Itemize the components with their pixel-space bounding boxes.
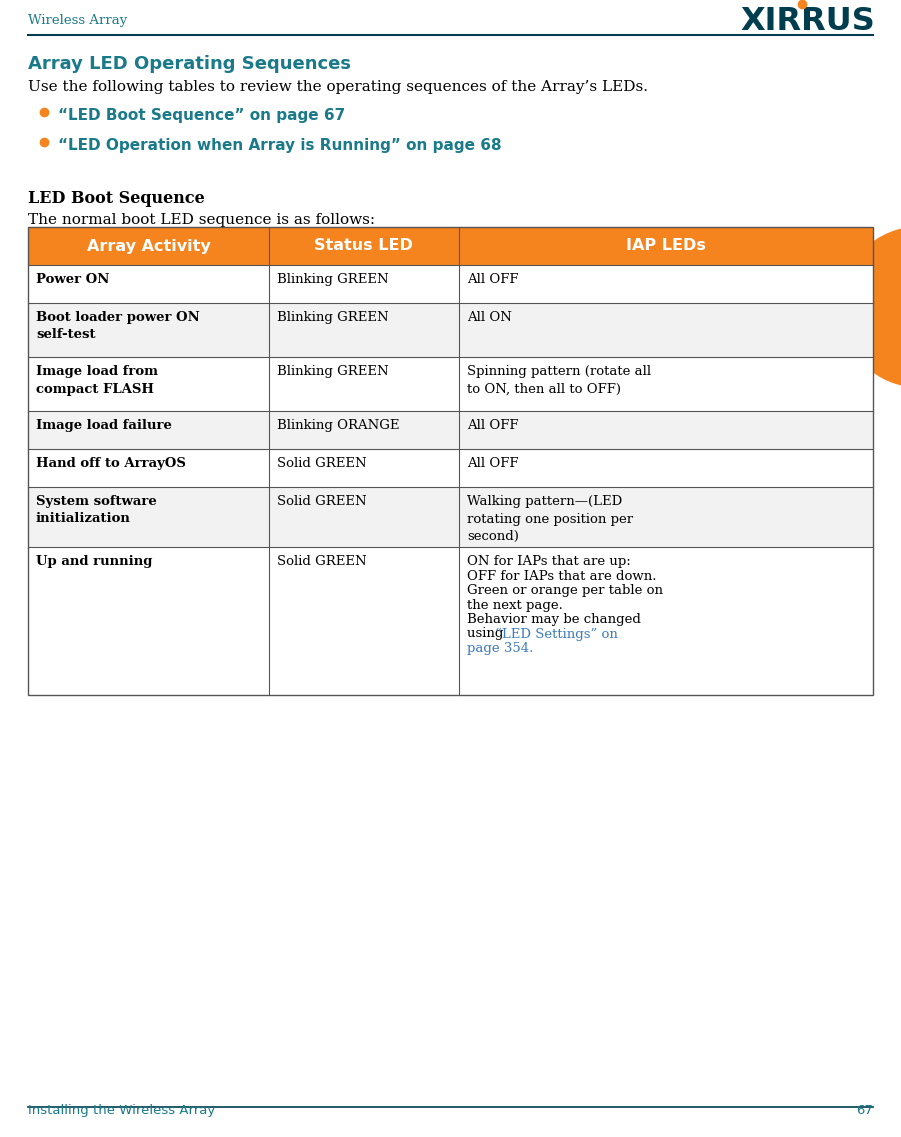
Text: the next page.: the next page.	[467, 598, 563, 612]
Text: Image load failure: Image load failure	[36, 420, 172, 432]
Text: Spinning pattern (rotate all
to ON, then all to OFF): Spinning pattern (rotate all to ON, then…	[467, 365, 651, 396]
Bar	[28, 302, 873, 357]
Text: “LED Boot Sequence” on page 67: “LED Boot Sequence” on page 67	[58, 108, 345, 123]
Text: page 354.: page 354.	[467, 642, 533, 655]
Text: All OFF: All OFF	[467, 420, 518, 432]
Text: Array LED Operating Sequences: Array LED Operating Sequences	[28, 55, 351, 73]
Text: Power ON: Power ON	[36, 273, 109, 287]
Bar	[28, 449, 873, 487]
Text: 67: 67	[856, 1104, 873, 1117]
Text: using: using	[467, 628, 507, 640]
Text: Blinking GREEN: Blinking GREEN	[277, 365, 388, 377]
Text: System software
initialization: System software initialization	[36, 495, 157, 525]
Text: Use the following tables to review the operating sequences of the Array’s LEDs.: Use the following tables to review the o…	[28, 80, 648, 94]
Bar	[28, 547, 873, 695]
Text: OFF for IAPs that are down.: OFF for IAPs that are down.	[467, 570, 657, 582]
Bar	[28, 357, 873, 410]
Bar	[28, 227, 873, 265]
Text: All OFF: All OFF	[467, 273, 518, 287]
Text: Solid GREEN: Solid GREEN	[277, 495, 367, 508]
Text: All OFF: All OFF	[467, 457, 518, 470]
Circle shape	[840, 227, 901, 387]
Text: Array Activity: Array Activity	[86, 239, 210, 254]
Text: Green or orange per table on: Green or orange per table on	[467, 584, 663, 597]
Text: XIRRUS: XIRRUS	[741, 6, 875, 38]
Text: The normal boot LED sequence is as follows:: The normal boot LED sequence is as follo…	[28, 213, 375, 227]
Text: “LED Settings” on: “LED Settings” on	[495, 628, 618, 641]
Text: All ON: All ON	[467, 312, 512, 324]
Text: Walking pattern—(LED
rotating one position per
second): Walking pattern—(LED rotating one positi…	[467, 495, 633, 543]
Bar	[28, 487, 873, 547]
Text: Solid GREEN: Solid GREEN	[277, 555, 367, 568]
Text: “LED Operation when Array is Running” on page 68: “LED Operation when Array is Running” on…	[58, 138, 502, 153]
Text: Hand off to ArrayOS: Hand off to ArrayOS	[36, 457, 186, 470]
Bar	[28, 265, 873, 302]
Text: Blinking GREEN: Blinking GREEN	[277, 273, 388, 287]
Text: ON for IAPs that are up:: ON for IAPs that are up:	[467, 555, 631, 568]
Text: Boot loader power ON
self-test: Boot loader power ON self-test	[36, 312, 200, 341]
Bar	[28, 410, 873, 449]
Text: IAP LEDs: IAP LEDs	[626, 239, 705, 254]
Text: Installing the Wireless Array: Installing the Wireless Array	[28, 1104, 215, 1117]
Text: LED Boot Sequence: LED Boot Sequence	[28, 190, 205, 207]
Text: Blinking GREEN: Blinking GREEN	[277, 312, 388, 324]
Text: Behavior may be changed: Behavior may be changed	[467, 613, 641, 626]
Text: Solid GREEN: Solid GREEN	[277, 457, 367, 470]
Text: Blinking ORANGE: Blinking ORANGE	[277, 420, 399, 432]
Text: Wireless Array: Wireless Array	[28, 14, 127, 27]
Bar	[28, 227, 873, 695]
Text: Image load from
compact FLASH: Image load from compact FLASH	[36, 365, 158, 396]
Text: Status LED: Status LED	[314, 239, 414, 254]
Text: Up and running: Up and running	[36, 555, 152, 568]
